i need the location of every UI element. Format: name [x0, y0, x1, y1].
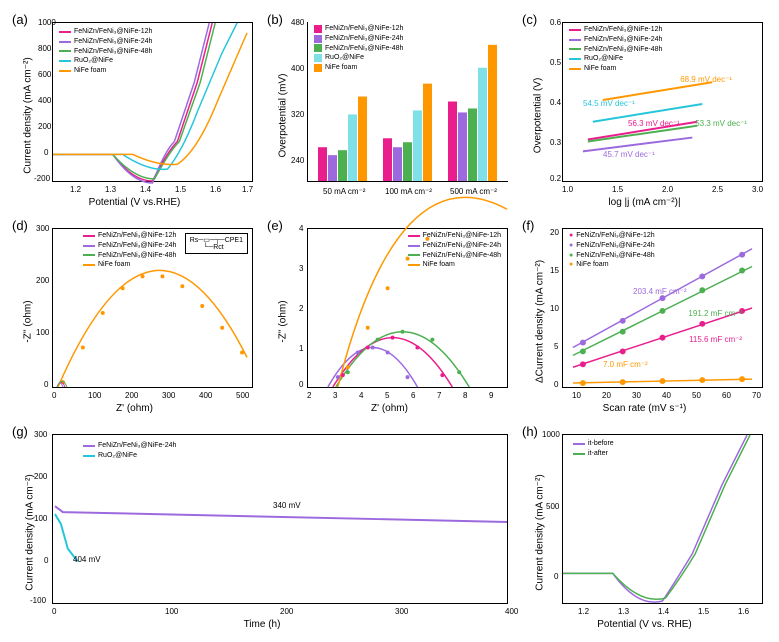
y-axis-label: Current density (mA cm⁻²) — [535, 463, 546, 603]
panel-f: (f) ●FeNiZn/FeNi₃@NiFe-12h ●FeNiZn/FeNi₃… — [520, 216, 769, 416]
panel-label: (b) — [267, 12, 283, 27]
plot-area: it-before it-after — [562, 434, 763, 604]
y-axis-label: Current density (mA cm⁻²) — [23, 56, 34, 176]
potential-annotation: 340 mV — [273, 501, 301, 510]
legend: FeNiZn/FeNi₃@NiFe-12h FeNiZn/FeNi₃@NiFe-… — [408, 231, 501, 270]
cdl-annotation: 191.2 mF cm⁻² — [688, 309, 742, 318]
panel-label: (h) — [522, 424, 538, 439]
x-axis-label: Potential (V vs. RHE) — [597, 619, 691, 630]
panel-c: (c) FeNiZn/FeNi₃@NiFe-12h FeNiZn/FeNi₃@N… — [520, 10, 769, 210]
panel-label: (e) — [267, 218, 283, 233]
x-axis-label: Scan rate (mV s⁻¹) — [603, 403, 687, 414]
potential-annotation: 404 mV — [73, 555, 101, 564]
legend: FeNiZn/FeNi₃@NiFe-12h FeNiZn/FeNi₃@NiFe-… — [83, 231, 176, 270]
panel-e: (e) FeNiZn/FeNi₃@NiFe-12h FeNiZn/FeNi₃@N… — [265, 216, 514, 416]
cdl-annotation: 7.0 mF cm⁻² — [603, 360, 648, 369]
circuit-inset: Rs─▭─┬─CPE1 └─Rct — [185, 233, 248, 254]
x-axis-label: Potential (V vs.RHE) — [89, 197, 181, 208]
y-axis-label: -Z'' (ohm) — [278, 272, 289, 372]
x-axis-label: Z' (ohm) — [371, 403, 408, 414]
cdl-annotation: 203.4 mF cm⁻² — [633, 287, 687, 296]
x-axis-label: Time (h) — [244, 619, 281, 630]
legend: FeNiZn/FeNi₃@NiFe-12h FeNiZn/FeNi₃@NiFe-… — [569, 25, 662, 74]
y-axis-label: Overpotential (V) — [533, 56, 544, 176]
panel-a: (a) FeNiZn/FeNi₃@NiFe-12h FeNiZn/FeNi₃@N… — [10, 10, 259, 210]
x-axis-label: Z' (ohm) — [116, 403, 153, 414]
y-axis-label: Overpotential (mV) — [278, 56, 289, 176]
lsv-before-after — [563, 435, 762, 603]
plot-area: FeNiZn/FeNi₃@NiFe-12h FeNiZn/FeNi₃@NiFe-… — [52, 228, 253, 388]
tafel-annotation: 56.3 mV dec⁻¹ — [628, 119, 680, 128]
legend: FeNiZn/FeNi₃@NiFe-12h FeNiZn/FeNi₃@NiFe-… — [314, 24, 403, 73]
panel-d: (d) FeNiZn/FeNi₃@NiFe-12h FeNiZn/FeNi₃@N… — [10, 216, 259, 416]
legend: FeNiZn/FeNi₃@NiFe-12h FeNiZn/FeNi₃@NiFe-… — [59, 27, 152, 76]
panel-label: (c) — [522, 12, 537, 27]
tafel-annotation: 53.3 mV dec⁻¹ — [695, 119, 747, 128]
panel-label: (g) — [12, 424, 28, 439]
panel-g: (g) FeNiZn/FeNi₃@NiFe-24h RuO₂@NiFe 340 … — [10, 422, 514, 632]
panel-label: (d) — [12, 218, 28, 233]
y-axis-label: Current density (mA cm⁻²) — [25, 463, 36, 603]
plot-area: FeNiZn/FeNi₃@NiFe-12h FeNiZn/FeNi₃@NiFe-… — [307, 22, 508, 182]
figure-grid: (a) FeNiZn/FeNi₃@NiFe-12h FeNiZn/FeNi₃@N… — [10, 10, 769, 632]
tafel-annotation: 54.5 mV dec⁻¹ — [583, 99, 635, 108]
plot-area: FeNiZn/FeNi₃@NiFe-24h RuO₂@NiFe 340 mV 4… — [52, 434, 508, 604]
plot-area: FeNiZn/FeNi₃@NiFe-12h FeNiZn/FeNi₃@NiFe-… — [52, 22, 253, 182]
plot-area: FeNiZn/FeNi₃@NiFe-12h FeNiZn/FeNi₃@NiFe-… — [562, 22, 763, 182]
cdl-annotation: 115.6 mF cm⁻² — [689, 335, 742, 344]
plot-area: FeNiZn/FeNi₃@NiFe-12h FeNiZn/FeNi₃@NiFe-… — [307, 228, 508, 388]
panel-b: (b) — [265, 10, 514, 210]
plot-area: ●FeNiZn/FeNi₃@NiFe-12h ●FeNiZn/FeNi₃@NiF… — [562, 228, 763, 388]
panel-label: (f) — [522, 218, 534, 233]
tafel-annotation: 68.9 mV dec⁻¹ — [680, 75, 732, 84]
tafel-annotation: 45.7 mV dec⁻¹ — [603, 150, 655, 159]
legend: FeNiZn/FeNi₃@NiFe-24h RuO₂@NiFe — [83, 441, 176, 461]
legend: ●FeNiZn/FeNi₃@NiFe-12h ●FeNiZn/FeNi₃@NiF… — [569, 231, 655, 270]
x-axis-label: log |j (mA cm⁻²)| — [608, 197, 680, 208]
panel-label: (a) — [12, 12, 28, 27]
panel-h: (h) it-before it-after Current density (… — [520, 422, 769, 632]
y-axis-label: ΔCurrent density (mA cm⁻²) — [535, 252, 546, 392]
y-axis-label: -Z'' (ohm) — [23, 272, 34, 372]
legend: it-before it-after — [573, 439, 614, 459]
